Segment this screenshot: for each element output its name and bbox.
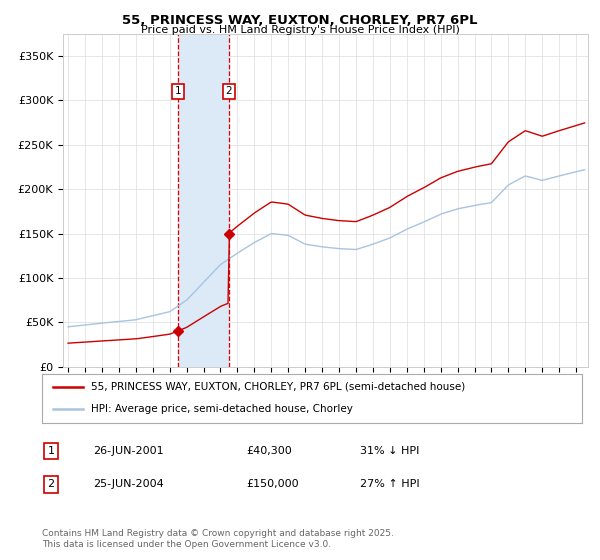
Text: HPI: Average price, semi-detached house, Chorley: HPI: Average price, semi-detached house,… (91, 404, 352, 414)
Text: 31% ↓ HPI: 31% ↓ HPI (360, 446, 419, 456)
Text: 25-JUN-2004: 25-JUN-2004 (93, 479, 164, 489)
Text: 2: 2 (226, 86, 232, 96)
Text: 55, PRINCESS WAY, EUXTON, CHORLEY, PR7 6PL (semi-detached house): 55, PRINCESS WAY, EUXTON, CHORLEY, PR7 6… (91, 382, 465, 392)
Bar (178, 34, 229, 367)
Text: 27% ↑ HPI: 27% ↑ HPI (360, 479, 419, 489)
Text: 55, PRINCESS WAY, EUXTON, CHORLEY, PR7 6PL: 55, PRINCESS WAY, EUXTON, CHORLEY, PR7 6… (122, 14, 478, 27)
Text: Price paid vs. HM Land Registry's House Price Index (HPI): Price paid vs. HM Land Registry's House … (140, 25, 460, 35)
Text: 26-JUN-2001: 26-JUN-2001 (93, 446, 164, 456)
Text: £150,000: £150,000 (246, 479, 299, 489)
Text: 1: 1 (175, 86, 181, 96)
Text: Contains HM Land Registry data © Crown copyright and database right 2025.
This d: Contains HM Land Registry data © Crown c… (42, 529, 394, 549)
Text: 1: 1 (47, 446, 55, 456)
Text: 2: 2 (47, 479, 55, 489)
Text: £40,300: £40,300 (246, 446, 292, 456)
